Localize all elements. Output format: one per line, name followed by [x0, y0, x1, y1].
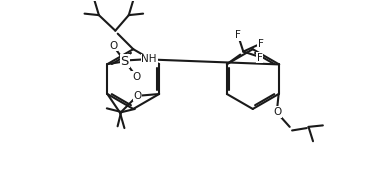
Text: O: O	[132, 72, 140, 82]
Text: O: O	[109, 41, 118, 51]
Text: F: F	[257, 53, 263, 62]
Text: O: O	[273, 107, 281, 117]
Text: F: F	[235, 30, 241, 40]
Text: O: O	[134, 91, 142, 100]
Text: S: S	[120, 55, 129, 68]
Text: F: F	[258, 39, 263, 49]
Text: NH: NH	[142, 54, 157, 64]
